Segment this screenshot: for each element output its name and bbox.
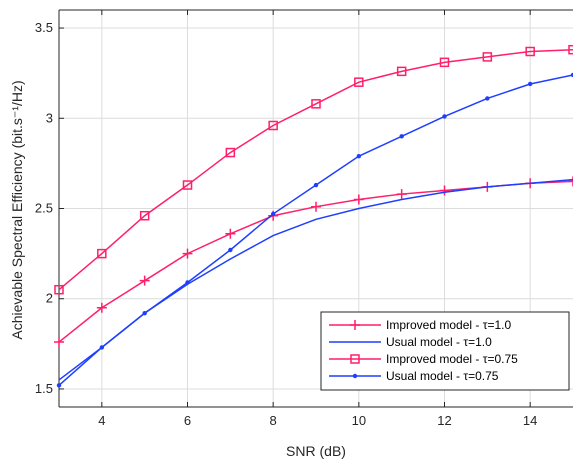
data-point-square-marker <box>225 147 236 158</box>
data-point-square-marker <box>525 46 535 57</box>
data-point-plus-marker <box>182 248 193 259</box>
data-point-dot-marker <box>313 182 319 188</box>
legend-square-marker <box>350 354 360 364</box>
series-line <box>58 48 573 291</box>
legend-label: Improved model - τ=0.75 <box>386 352 518 366</box>
data-point-dot-marker <box>142 310 147 316</box>
legend-entry: Improved model - τ=1.0 <box>329 318 511 332</box>
series-4 <box>56 72 573 388</box>
data-point-square-marker <box>139 210 150 221</box>
data-point-dot-marker <box>442 114 447 119</box>
data-point-dot-marker <box>356 153 362 159</box>
legend-marker <box>350 320 360 330</box>
legend-entry: Usual model - τ=1.0 <box>329 335 492 349</box>
y-tick-label: 2 <box>46 291 53 306</box>
data-point-dot-marker <box>99 345 105 350</box>
data-point-plus-marker <box>96 302 107 313</box>
data-point-square-marker <box>354 77 364 87</box>
legend-label: Usual model - τ=0.75 <box>386 369 499 383</box>
data-point-plus-marker <box>353 194 364 205</box>
data-point-dot-marker <box>570 72 573 78</box>
data-point-plus-marker <box>225 228 236 239</box>
data-point-dot-marker <box>485 96 490 101</box>
y-tick-label: 2.5 <box>35 201 53 216</box>
legend-dot-marker <box>352 373 358 379</box>
legend-marker <box>350 354 360 364</box>
legend-entry: Usual model - τ=0.75 <box>329 369 499 383</box>
data-point-dot-marker <box>270 211 276 217</box>
data-point-square-marker <box>97 248 107 259</box>
legend-label: Improved model - τ=1.0 <box>386 318 511 332</box>
x-tick-label: 4 <box>98 413 105 428</box>
data-point-dot-marker <box>399 134 404 139</box>
data-point-square-marker <box>439 57 450 68</box>
legend-marker <box>352 373 358 379</box>
y-tick-label: 3 <box>46 110 53 125</box>
data-point-dot-marker <box>56 383 62 388</box>
data-point-square-marker <box>311 99 321 109</box>
data-point-plus-marker <box>396 189 407 200</box>
x-tick-label: 14 <box>523 413 537 428</box>
tick-labels: 4 6 8 10 12 14 1.5 2 2.5 3 3.5 <box>35 20 537 428</box>
data-point-dot-marker <box>185 280 190 285</box>
series-group <box>54 44 573 388</box>
data-point-square-marker <box>568 44 573 55</box>
x-tick-label: 6 <box>184 413 191 428</box>
data-point-square-marker <box>54 284 64 295</box>
data-point-square-marker <box>396 66 407 77</box>
x-axis-label: SNR (dB) <box>286 443 346 459</box>
y-axis-label: Achievable Spectral Efficiency (bit.s⁻¹/… <box>9 80 25 339</box>
data-point-square-marker <box>482 52 493 62</box>
grid <box>59 10 573 407</box>
data-point-dot-marker <box>228 247 233 253</box>
x-tick-label: 12 <box>437 413 451 428</box>
data-point-plus-marker <box>311 201 321 212</box>
legend-entry: Improved model - τ=0.75 <box>329 352 518 366</box>
y-tick-label: 1.5 <box>35 381 53 396</box>
legend-plus-marker <box>350 320 360 330</box>
data-point-dot-marker <box>527 81 533 87</box>
data-point-square-marker <box>182 180 193 190</box>
legend: Improved model - τ=1.0 Usual model - τ=1… <box>320 311 570 391</box>
x-tick-label: 10 <box>352 413 366 428</box>
legend-label: Usual model - τ=1.0 <box>386 335 492 349</box>
data-point-plus-marker <box>139 275 150 286</box>
data-point-square-marker <box>268 120 278 131</box>
x-tick-label: 8 <box>270 413 277 428</box>
data-point-plus-marker <box>439 185 450 196</box>
y-tick-label: 3.5 <box>35 20 53 35</box>
series-3 <box>54 44 573 295</box>
data-point-plus-marker <box>568 176 573 187</box>
data-point-plus-marker <box>54 337 64 348</box>
